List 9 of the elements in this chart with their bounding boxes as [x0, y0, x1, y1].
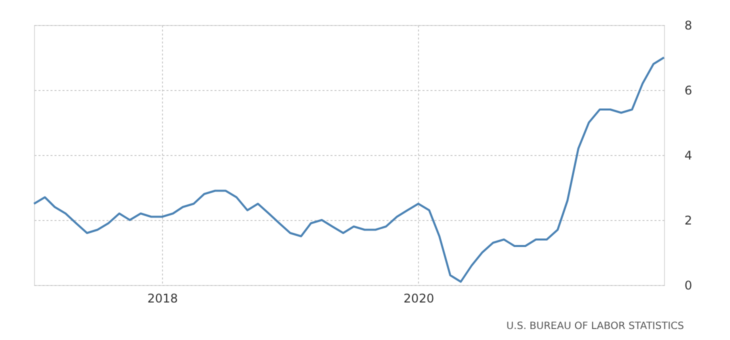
x-tick-label: 2018: [147, 292, 178, 306]
line-series: [33, 56, 665, 283]
y-tick-label: 0: [684, 278, 692, 292]
y-tick-label: 2: [684, 214, 692, 228]
y-tick-label: 4: [684, 148, 692, 162]
x-tick-label: 2020: [404, 292, 434, 306]
text: U.S. BUREAU OF LABOR STATISTICS: [506, 321, 684, 332]
y-tick-label: 8: [684, 18, 692, 32]
y-tick-label: 6: [684, 84, 692, 98]
